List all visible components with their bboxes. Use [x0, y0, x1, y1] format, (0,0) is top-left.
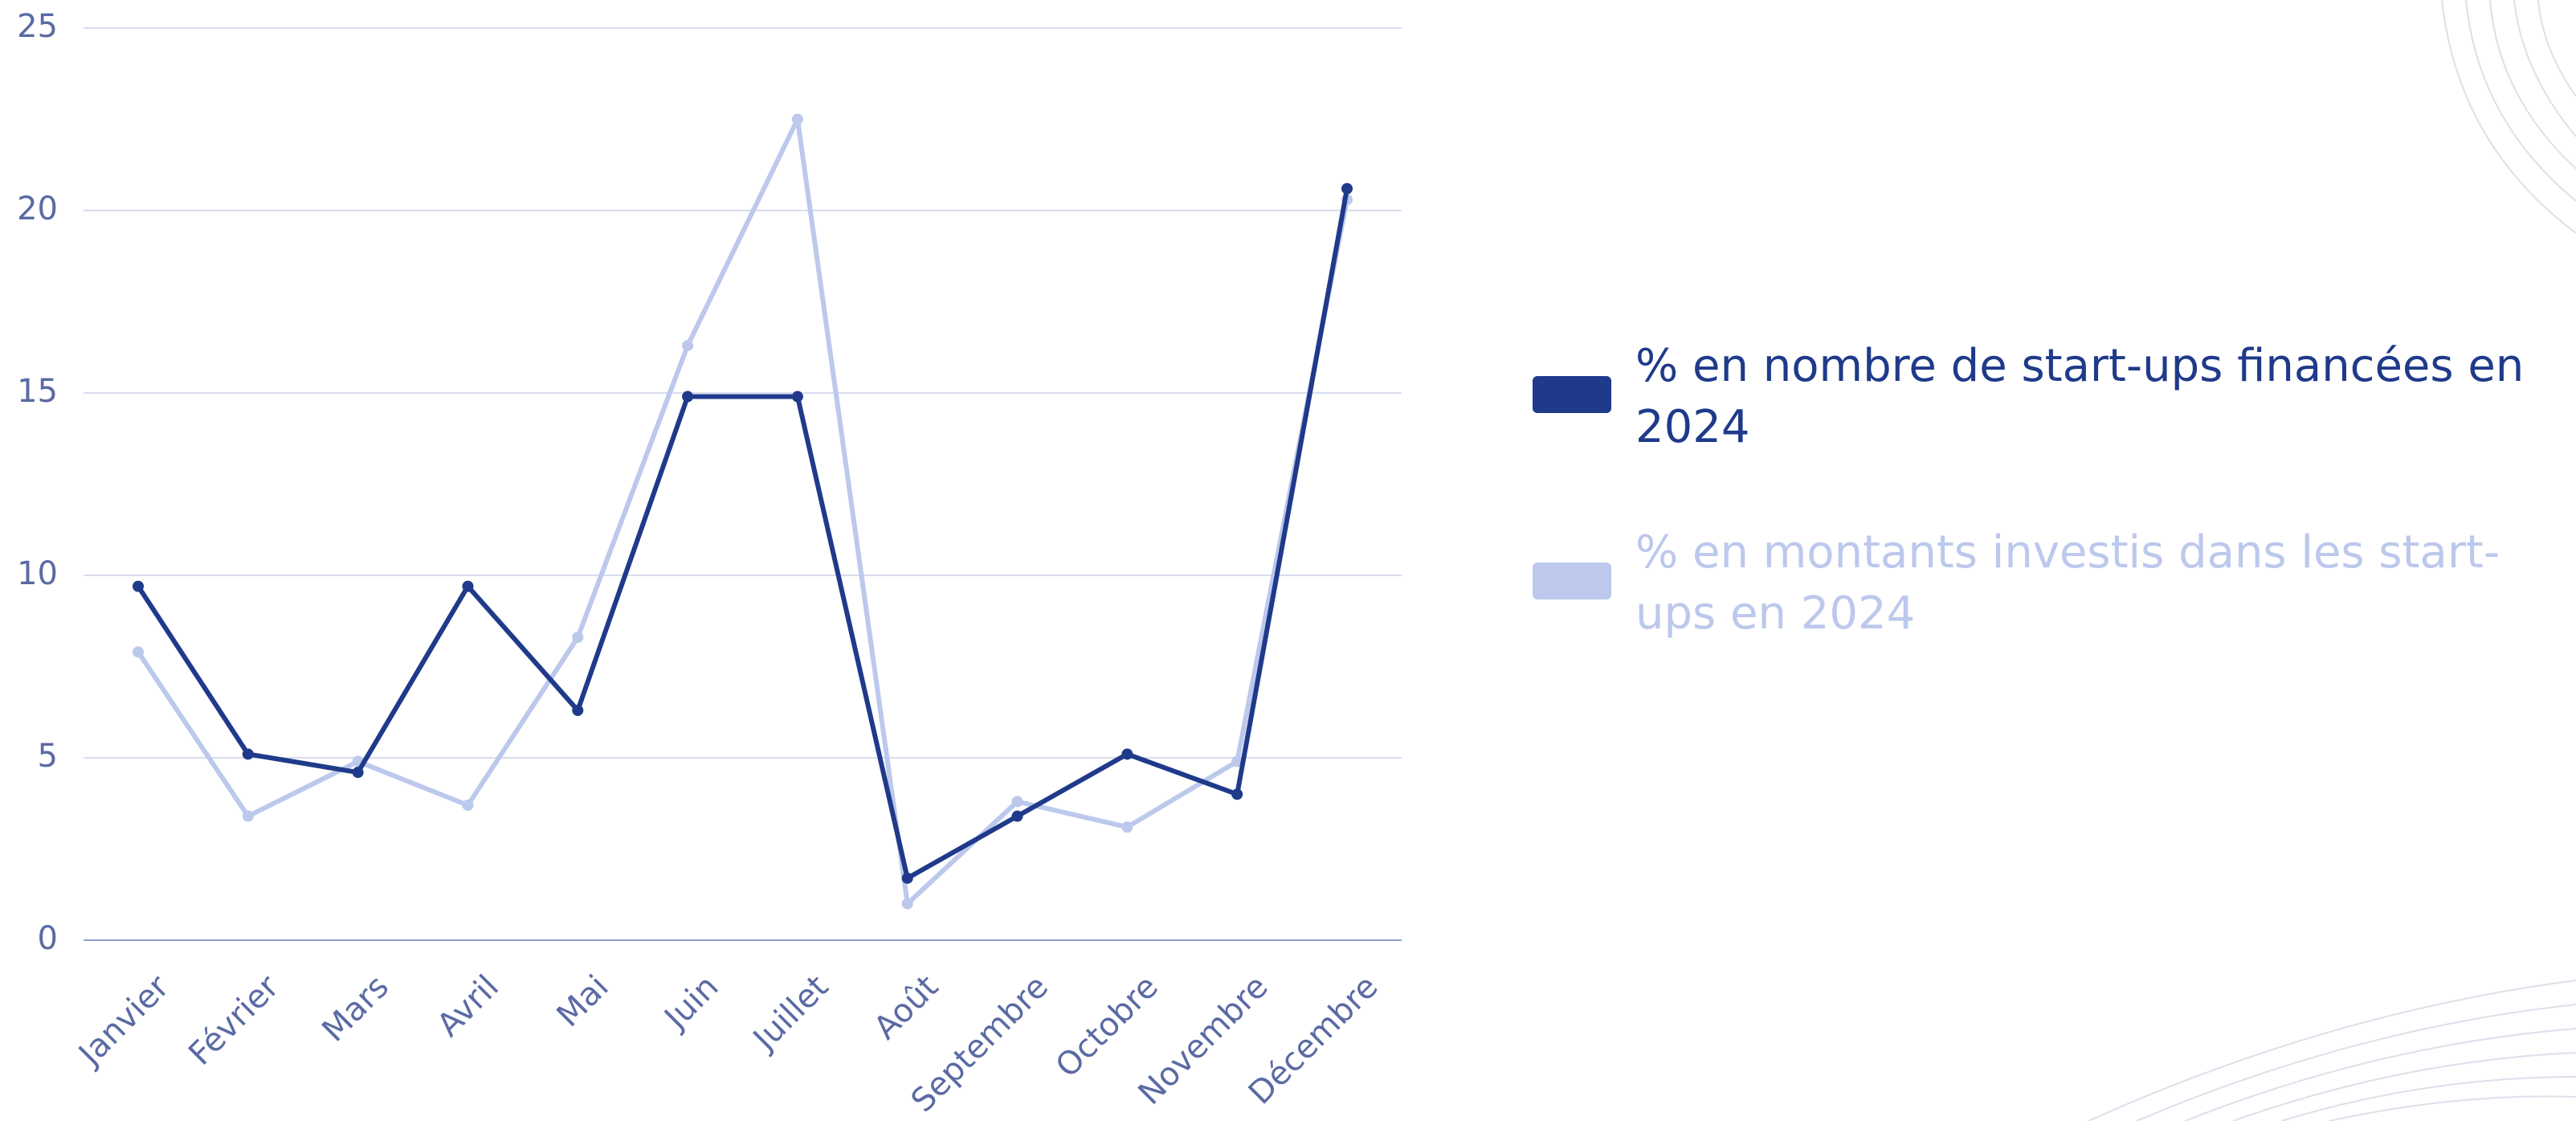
legend-swatch [1533, 563, 1611, 599]
point [352, 767, 364, 779]
point [682, 391, 694, 403]
legend-label: % en nombre de start-ups financées en 20… [1635, 340, 2525, 453]
point [1231, 755, 1243, 767]
y-tick-label: 15 [17, 373, 58, 410]
series-line [136, 117, 1349, 906]
point [791, 391, 803, 403]
point [133, 580, 144, 592]
x-tick-label: Février [182, 968, 286, 1073]
series-line [136, 188, 1349, 881]
point [901, 872, 913, 884]
legend-label: % en montants investis dans les start-up… [1635, 526, 2500, 640]
point [572, 632, 584, 644]
x-tick-label: Mars [315, 968, 396, 1049]
y-tick-label: 20 [17, 190, 58, 227]
point [1011, 796, 1023, 808]
point [462, 800, 474, 812]
point [242, 810, 254, 822]
point [242, 748, 254, 760]
y-tick-label: 10 [17, 555, 58, 592]
x-tick-label: Mai [550, 968, 616, 1034]
x-tick-label: Août [867, 968, 945, 1047]
legend-item: % en nombre de start-ups financées en 20… [1533, 336, 2569, 458]
point [791, 113, 803, 125]
point [682, 339, 694, 351]
y-tick-label: 0 [38, 920, 58, 957]
y-tick-label: 25 [17, 8, 58, 45]
point [1341, 182, 1353, 194]
x-tick-label: Juillet [745, 968, 835, 1059]
legend-item: % en montants investis dans les start-up… [1533, 522, 2569, 644]
point [1011, 810, 1023, 822]
point [462, 580, 474, 592]
x-tick-label: Janvier [71, 968, 177, 1074]
decoration [2088, 0, 2576, 1121]
x-tick-label: Octobre [1049, 968, 1166, 1085]
point [1231, 788, 1243, 800]
point [572, 704, 584, 716]
point [133, 646, 144, 658]
x-tick-label: Juin [656, 968, 726, 1038]
point [901, 898, 913, 910]
point [1121, 748, 1133, 760]
x-tick-label: Avril [431, 968, 506, 1044]
y-tick-label: 5 [38, 738, 58, 775]
legend: % en nombre de start-ups financées en 20… [1533, 336, 2569, 709]
legend-swatch [1533, 376, 1611, 413]
point [1121, 821, 1133, 833]
